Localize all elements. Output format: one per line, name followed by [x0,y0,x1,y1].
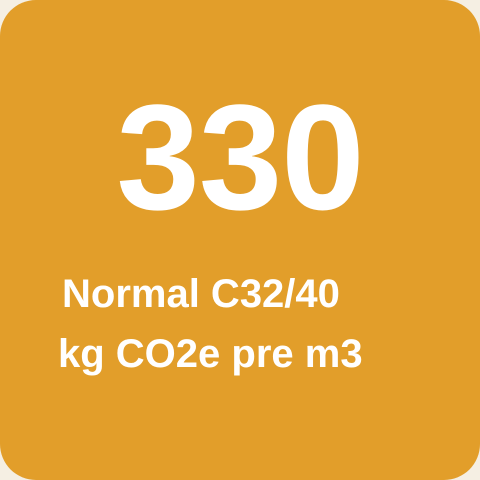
emissions-value: 330 [116,73,364,241]
concrete-grade-label: Normal C32/40 [62,272,340,316]
unit-label: kg CO2e pre m3 [58,332,363,376]
